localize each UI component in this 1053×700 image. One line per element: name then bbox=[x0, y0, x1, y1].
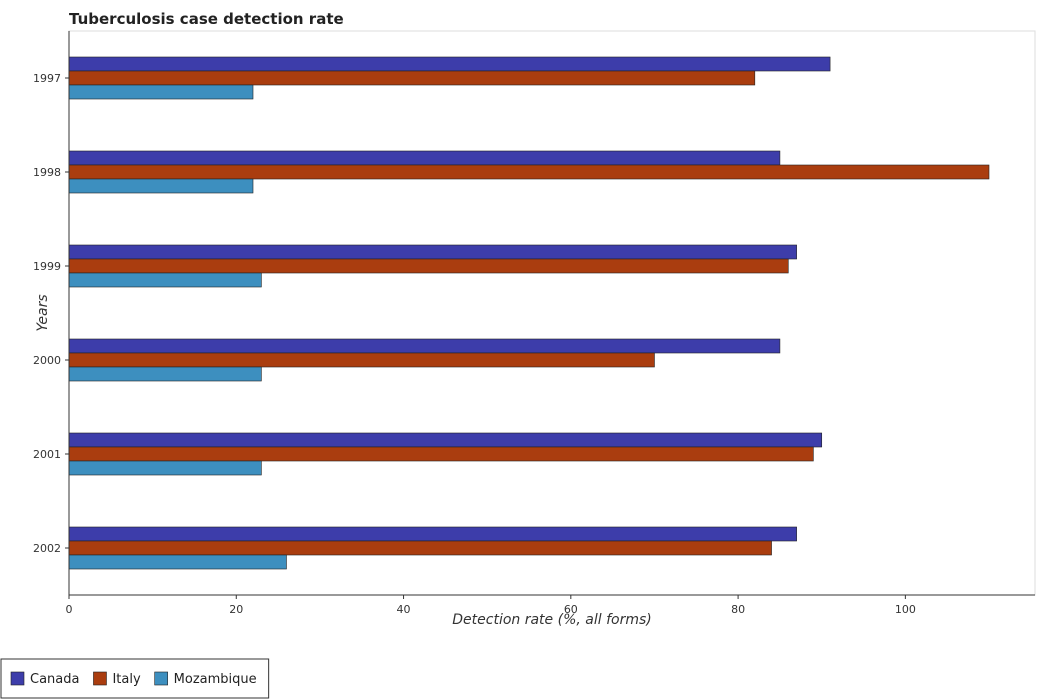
bar-canada-2002 bbox=[68, 526, 797, 542]
legend-box bbox=[0, 658, 270, 699]
legend-swatch-canada bbox=[10, 671, 25, 686]
bar-canada-2000 bbox=[68, 338, 781, 354]
bar-italy-2001 bbox=[68, 446, 814, 462]
x-tick-label-40: 40 bbox=[397, 603, 411, 616]
y-tick-label-1999: 1999 bbox=[33, 260, 61, 273]
chart-title: Tuberculosis case detection rate bbox=[69, 10, 344, 28]
bar-mozambique-2001 bbox=[68, 460, 262, 476]
bar-italy-2002 bbox=[68, 540, 772, 556]
bar-mozambique-1998 bbox=[68, 178, 254, 194]
legend: Canada Italy Mozambique bbox=[0, 658, 270, 699]
x-axis-label: Detection rate (%, all forms) bbox=[452, 612, 651, 628]
bar-italy-1997 bbox=[68, 70, 756, 86]
bar-canada-1997 bbox=[68, 56, 831, 72]
legend-swatch-italy bbox=[93, 671, 107, 686]
legend-label-italy: Italy bbox=[112, 672, 141, 687]
bar-italy-1998 bbox=[68, 164, 990, 180]
y-tick-label-2001: 2001 bbox=[33, 448, 61, 461]
bar-mozambique-2000 bbox=[68, 366, 262, 382]
bar-canada-2001 bbox=[68, 432, 823, 448]
y-tick-label-1997: 1997 bbox=[33, 72, 61, 85]
x-tick-label-0: 0 bbox=[66, 603, 73, 616]
legend-label-canada: Canada bbox=[30, 672, 79, 687]
x-tick-label-60: 60 bbox=[564, 603, 578, 616]
x-tick-label-100: 100 bbox=[895, 603, 916, 616]
x-tick-label-20: 20 bbox=[229, 603, 243, 616]
y-axis-label: Years bbox=[35, 294, 51, 331]
plot-area-frame bbox=[68, 30, 1036, 596]
legend-label-mozambique: Mozambique bbox=[174, 672, 257, 687]
bar-canada-1998 bbox=[68, 150, 781, 166]
bar-mozambique-2002 bbox=[68, 554, 287, 570]
x-tick-label-80: 80 bbox=[731, 603, 745, 616]
bars-layer bbox=[68, 56, 990, 570]
bar-italy-2000 bbox=[68, 352, 655, 368]
bar-italy-1999 bbox=[68, 258, 789, 274]
y-tick-label-2002: 2002 bbox=[33, 542, 61, 555]
y-tick-label-1998: 1998 bbox=[33, 166, 61, 179]
bar-mozambique-1999 bbox=[68, 272, 262, 288]
bar-mozambique-1997 bbox=[68, 84, 254, 100]
y-axis: 1997 1998 1999 2000 2001 2002 bbox=[33, 31, 70, 595]
bar-canada-1999 bbox=[68, 244, 797, 260]
x-axis: 0 20 40 60 80 100 bbox=[66, 594, 1035, 616]
y-tick-label-2000: 2000 bbox=[33, 354, 61, 367]
legend-swatch-mozambique bbox=[154, 671, 168, 686]
